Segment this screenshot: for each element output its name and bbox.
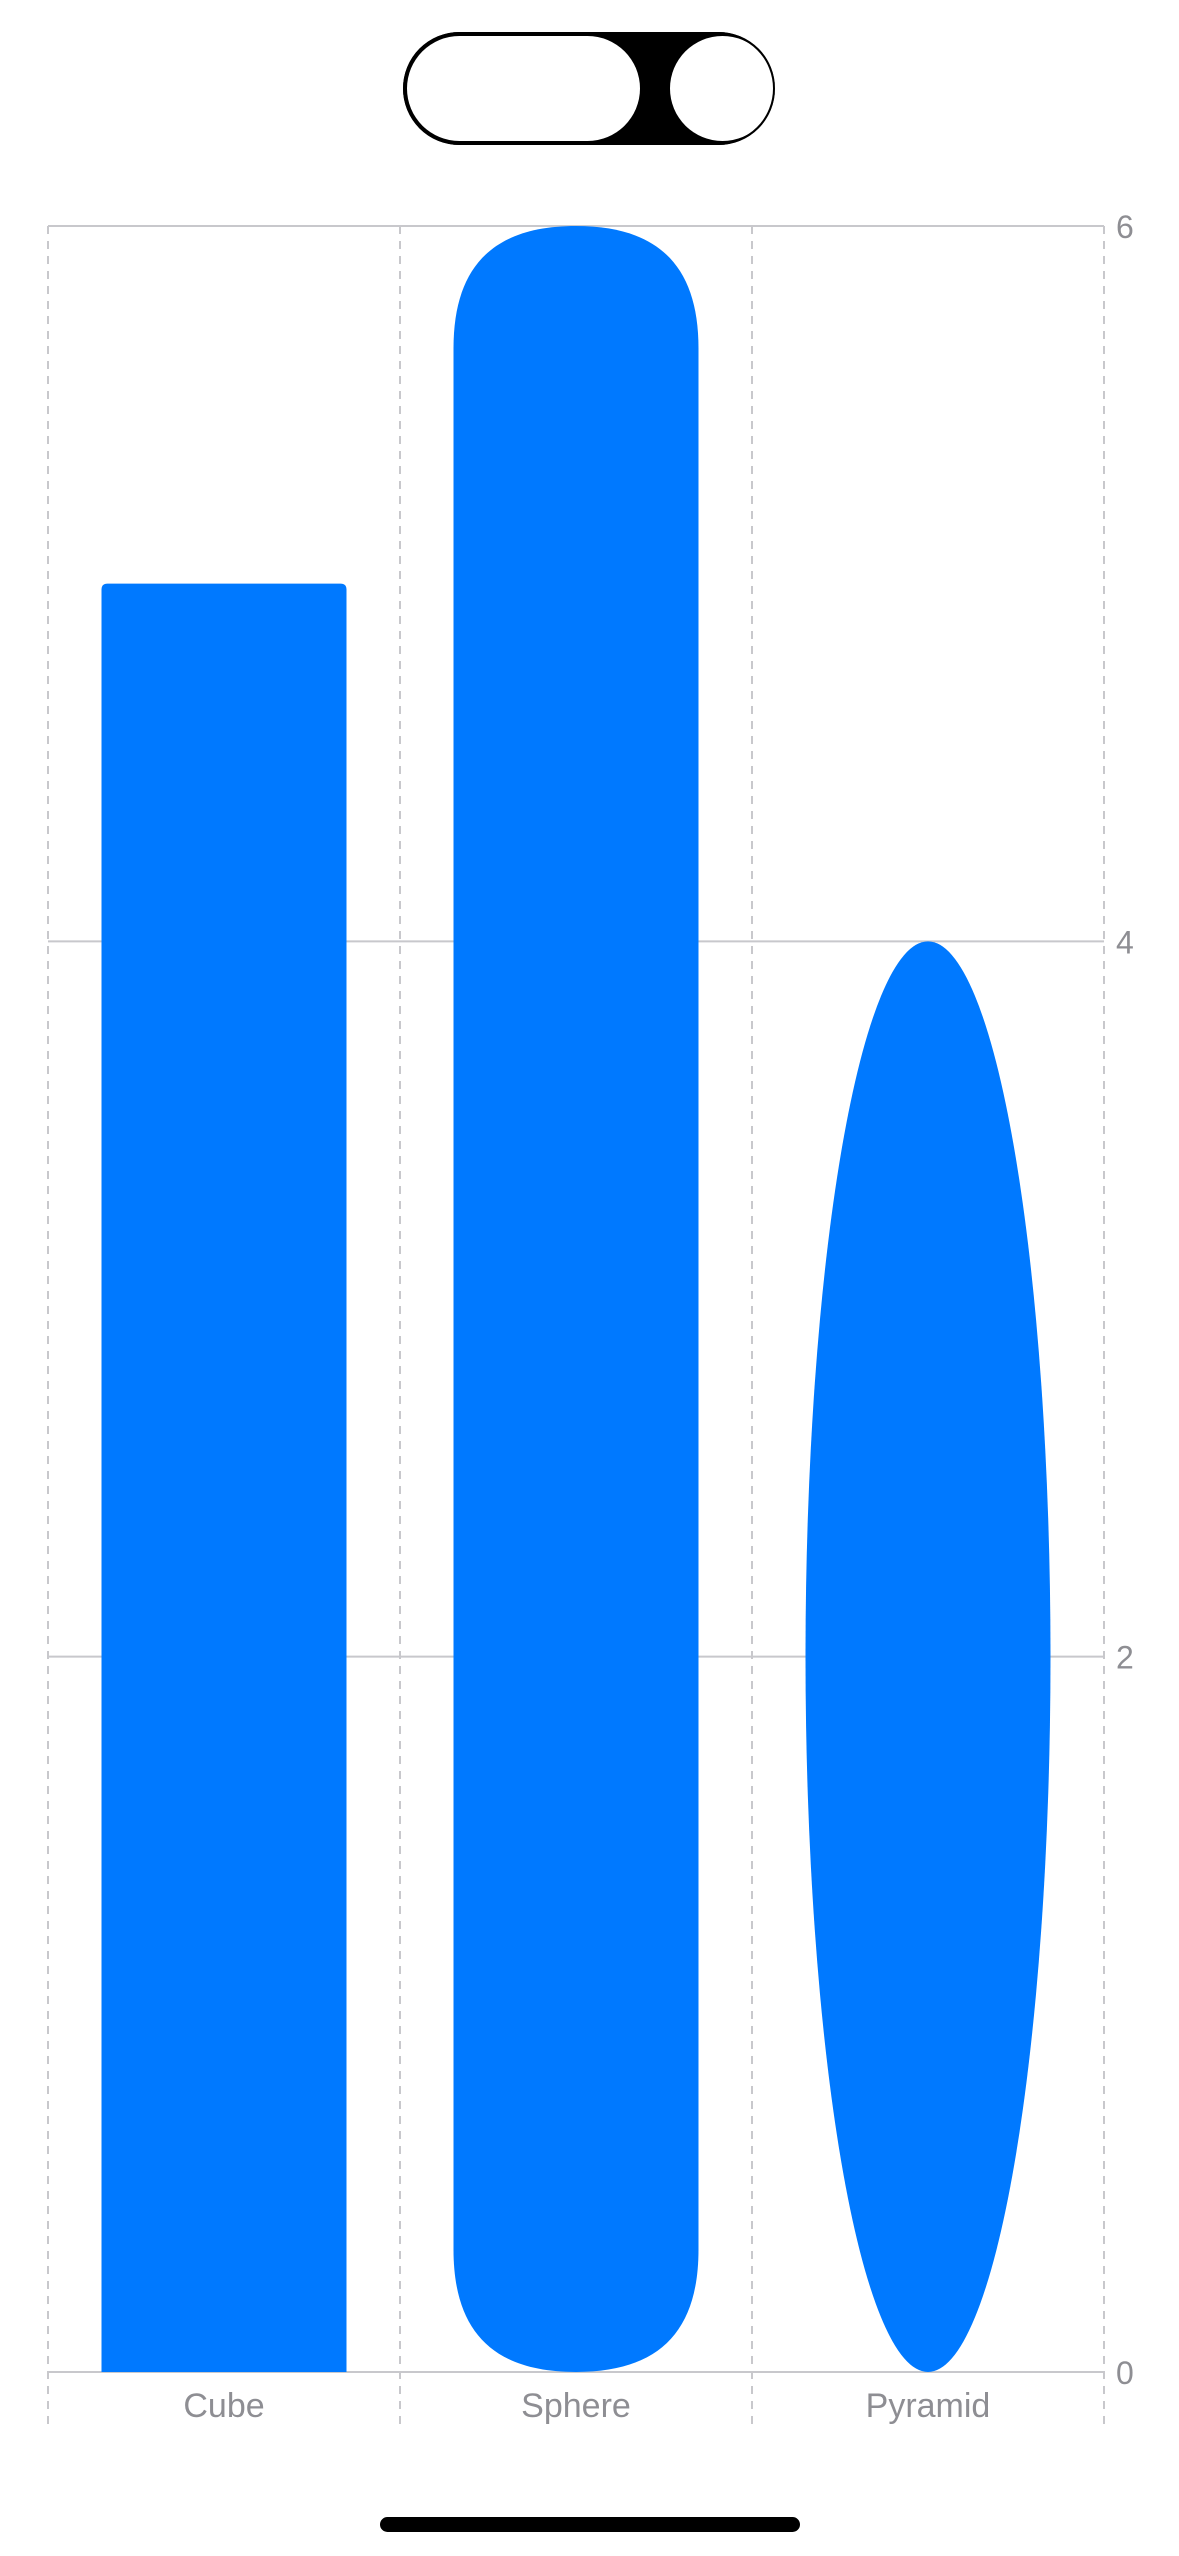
segmented-toggle[interactable] [403, 32, 775, 145]
toggle-option-right[interactable] [670, 36, 775, 141]
y-tick-label: 2 [1116, 1640, 1134, 1676]
home-indicator[interactable] [380, 2517, 800, 2532]
bar-cube [101, 583, 347, 2372]
y-tick-label: 4 [1116, 924, 1134, 960]
axis-labels: 0 2 4 6 Cube Sphere Pyramid [183, 209, 1133, 2425]
x-tick-label: Pyramid [866, 2387, 991, 2425]
y-tick-label: 6 [1116, 209, 1134, 245]
bar-sphere [453, 226, 699, 2372]
toggle-option-left[interactable] [407, 36, 640, 141]
x-tick-label: Sphere [521, 2387, 631, 2425]
bar-pyramid [805, 941, 1051, 2373]
x-tick-label: Cube [183, 2387, 264, 2425]
y-tick-label: 0 [1116, 2355, 1134, 2391]
bars [101, 226, 1051, 2373]
